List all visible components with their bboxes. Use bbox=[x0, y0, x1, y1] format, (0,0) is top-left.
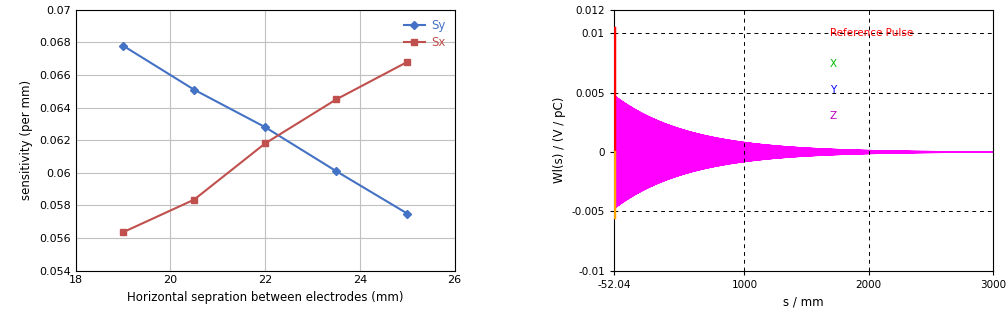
Sx bbox=[259, 141, 271, 145]
Sx bbox=[188, 198, 201, 201]
Sy bbox=[401, 212, 413, 215]
Sy bbox=[259, 125, 271, 129]
Y-axis label: sensitivity (per mm): sensitivity (per mm) bbox=[20, 80, 33, 200]
Text: Z: Z bbox=[830, 111, 837, 122]
Y-axis label: Wl(s) / (V / pC): Wl(s) / (V / pC) bbox=[553, 97, 566, 183]
Text: Y: Y bbox=[830, 85, 837, 96]
Sx bbox=[401, 60, 413, 64]
Sx bbox=[331, 97, 343, 101]
X-axis label: Horizontal sepration between electrodes (mm): Horizontal sepration between electrodes … bbox=[127, 291, 403, 304]
Line: Sx: Sx bbox=[120, 59, 410, 235]
Line: Sy: Sy bbox=[120, 43, 410, 216]
Legend: Sy, Sx: Sy, Sx bbox=[400, 16, 449, 52]
Text: Reference Pulse: Reference Pulse bbox=[830, 28, 913, 38]
Sy bbox=[188, 88, 201, 92]
X-axis label: s / mm: s / mm bbox=[783, 295, 824, 308]
Text: X: X bbox=[830, 59, 837, 69]
Sy bbox=[117, 44, 129, 48]
Sx bbox=[117, 230, 129, 234]
Sy bbox=[331, 169, 343, 173]
